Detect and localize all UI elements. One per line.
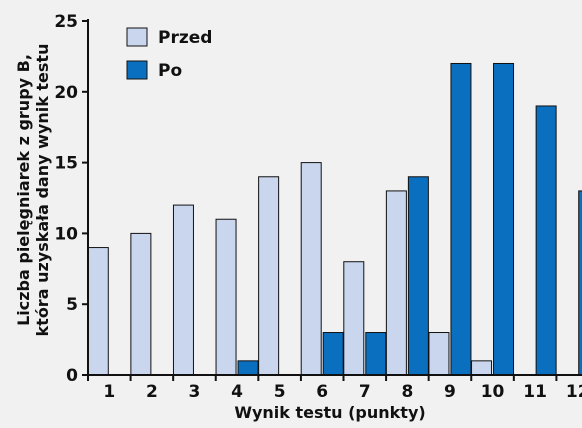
y-axis-title-line-2: która uzyskała dany wynik testu: [33, 44, 52, 337]
legend-swatch-przed: [126, 27, 148, 47]
bar-przed-3: [172, 204, 194, 376]
x-tick-label-12: 12: [566, 382, 582, 402]
bar-przed-10: [471, 360, 493, 376]
axes-group: 0510152025123456789101112: [54, 12, 582, 402]
bar-przed-5: [258, 176, 280, 376]
y-tick-label-0: 0: [66, 366, 78, 386]
x-tick-label-6: 6: [316, 382, 328, 402]
x-tick-label-3: 3: [189, 382, 201, 402]
y-axis-title-line-1: Liczba pielęgniarek z grupy B,: [14, 54, 33, 326]
x-tick-label-7: 7: [359, 382, 371, 402]
x-tick-label-8: 8: [401, 382, 413, 402]
bar-po-9: [450, 62, 472, 376]
x-tick-label-5: 5: [274, 382, 286, 402]
bar-przed-2: [130, 232, 152, 376]
y-tick-label-5: 5: [66, 295, 78, 315]
x-tick-label-10: 10: [481, 382, 505, 402]
bar-po-7: [365, 332, 387, 376]
legend-swatch-po: [126, 60, 148, 80]
y-tick-label-25: 25: [54, 12, 78, 32]
bar-przed-8: [385, 190, 407, 376]
x-tick-label-9: 9: [444, 382, 456, 402]
bar-po-6: [322, 332, 344, 376]
y-tick-label-10: 10: [54, 224, 78, 244]
bars-group: [87, 62, 582, 376]
y-tick-label-15: 15: [54, 154, 78, 174]
bar-po-10: [493, 62, 515, 376]
bar-przed-4: [215, 218, 237, 376]
y-tick-label-20: 20: [54, 83, 78, 103]
bar-po-11: [535, 105, 557, 376]
x-tick-label-2: 2: [146, 382, 158, 402]
x-axis-title: Wynik testu (punkty): [234, 403, 425, 422]
bar-przed-9: [428, 332, 450, 376]
bar-po-4: [237, 360, 259, 376]
bar-przed-7: [343, 261, 365, 376]
y-axis-title: Liczba pielęgniarek z grupy B, która uzy…: [14, 44, 52, 337]
x-tick-label-11: 11: [523, 382, 547, 402]
legend-label-przed: Przed: [158, 28, 212, 48]
bar-przed-1: [87, 247, 109, 376]
bar-po-8: [407, 176, 429, 376]
x-tick-label-4: 4: [231, 382, 243, 402]
legend-label-po: Po: [158, 61, 182, 81]
legend: Przed Po: [126, 27, 212, 81]
x-tick-label-1: 1: [103, 382, 115, 402]
bar-po-12: [578, 190, 582, 376]
bar-przed-6: [300, 162, 322, 376]
